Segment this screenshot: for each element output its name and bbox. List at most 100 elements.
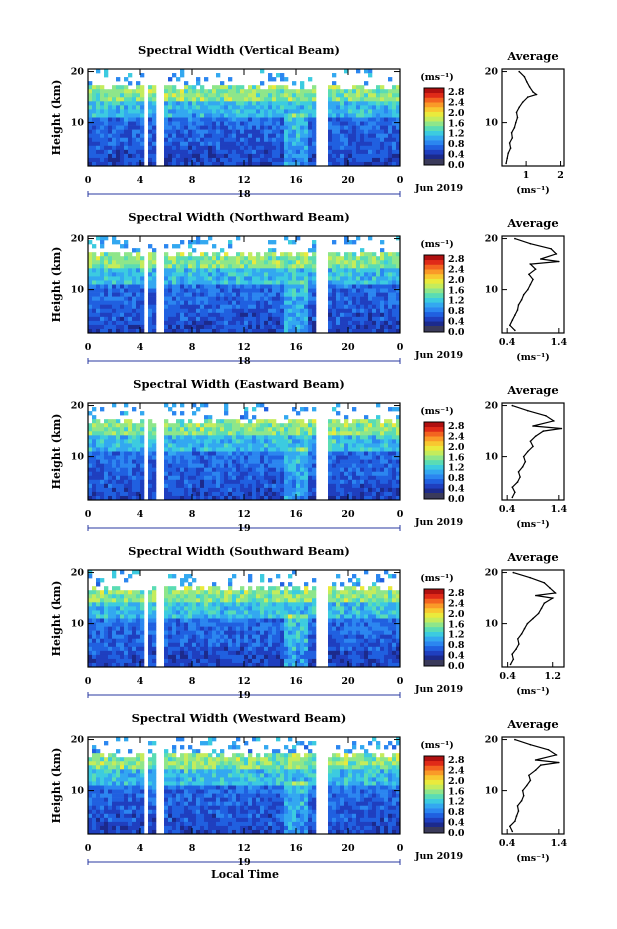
- heatmap-cell: [376, 328, 381, 334]
- heatmap-cell: [384, 133, 389, 139]
- heatmap-cell: [104, 419, 109, 424]
- heatmap-cell: [280, 113, 285, 118]
- average-profile-point: [532, 445, 534, 448]
- heatmap-cell: [236, 312, 241, 318]
- heatmap-cell: [292, 149, 297, 155]
- heatmap-cell: [192, 435, 197, 440]
- heatmap-cell: [104, 427, 109, 432]
- heatmap-cell: [192, 121, 197, 126]
- heatmap-cell: [256, 467, 261, 473]
- heatmap-cell: [112, 256, 117, 261]
- colorbar-segment: [424, 450, 444, 456]
- heatmap-cell: [304, 125, 309, 130]
- average-profile-point: [528, 86, 531, 88]
- heatmap-cell: [380, 272, 385, 277]
- heatmap-cell: [96, 109, 101, 114]
- heatmap-cell: [132, 101, 137, 106]
- heatmap-cell: [268, 439, 273, 444]
- heatmap-cell: [100, 304, 105, 310]
- heatmap-cell: [228, 308, 233, 314]
- heatmap-cell: [352, 308, 357, 314]
- heatmap-cell: [228, 328, 233, 334]
- heatmap-cell: [124, 284, 129, 289]
- heatmap-cell: [96, 93, 101, 98]
- heatmap-cell: [284, 276, 289, 281]
- heatmap-cell: [216, 109, 221, 114]
- heatmap-cell: [276, 296, 281, 301]
- heatmap-cell: [240, 109, 245, 114]
- heatmap-cell: [124, 109, 129, 114]
- heatmap-cell: [344, 161, 349, 167]
- heatmap-cell: [380, 149, 385, 155]
- heatmap-cell: [276, 121, 281, 126]
- heatmap-cell: [388, 288, 393, 293]
- heatmap-cell: [300, 133, 305, 139]
- heatmap-cell: [308, 276, 313, 281]
- heatmap-cell: [356, 133, 361, 139]
- heatmap-cell: [204, 284, 209, 289]
- heatmap-cell: [244, 407, 249, 412]
- heatmap-cell: [260, 89, 265, 94]
- heatmap-cell: [344, 435, 349, 440]
- heatmap-cell: [200, 491, 205, 497]
- heatmap-cell: [292, 256, 297, 261]
- heatmap-cell: [376, 471, 381, 477]
- heatmap-cell: [184, 296, 189, 301]
- heatmap-cell: [112, 614, 117, 619]
- heatmap-cell: [100, 260, 105, 265]
- heatmap-cell: [348, 463, 353, 468]
- heatmap-cell: [152, 85, 157, 90]
- heatmap-cell: [116, 252, 121, 257]
- heatmap-cell: [212, 276, 217, 281]
- heatmap-cell: [100, 658, 105, 664]
- heatmap-cell: [168, 443, 173, 448]
- heatmap-cell: [364, 105, 369, 110]
- heatmap-cell: [368, 284, 373, 289]
- heatmap-cell: [104, 320, 109, 326]
- heatmap-cell: [212, 288, 217, 293]
- heatmap-cell: [184, 109, 189, 114]
- heatmap-cell: [288, 495, 293, 501]
- heatmap-cell: [256, 85, 261, 90]
- heatmap-cell: [364, 157, 369, 163]
- heatmap-cell: [196, 491, 201, 497]
- heatmap-cell: [232, 161, 237, 167]
- heatmap-cell: [332, 459, 337, 464]
- heatmap-cell: [88, 431, 93, 436]
- heatmap-cell: [180, 296, 185, 301]
- heatmap-cell: [168, 272, 173, 277]
- heatmap-cell: [344, 264, 349, 269]
- heatmap-cell: [208, 483, 213, 489]
- heatmap-cell: [264, 316, 269, 322]
- heatmap-cell: [364, 141, 369, 147]
- heatmap-cell: [140, 654, 145, 660]
- heatmap-cell: [356, 300, 361, 306]
- heatmap-cell: [92, 89, 97, 94]
- y-axis-label: Height (km): [50, 247, 63, 323]
- heatmap-cell: [264, 491, 269, 497]
- heatmap-cell: [200, 431, 205, 436]
- heatmap-cell: [280, 161, 285, 167]
- heatmap-cell: [272, 121, 277, 126]
- heatmap-cell: [276, 483, 281, 489]
- heatmap-cell: [340, 272, 345, 277]
- heatmap-cell: [296, 447, 301, 452]
- heatmap-cell: [132, 312, 137, 318]
- heatmap-cell: [124, 435, 129, 440]
- heatmap-cell: [304, 459, 309, 464]
- heatmap-cell: [308, 491, 313, 497]
- heatmap-cell: [100, 292, 105, 297]
- heatmap-cell: [168, 300, 173, 306]
- heatmap-cell: [372, 133, 377, 139]
- heatmap-cell: [268, 467, 273, 473]
- heatmap-cell: [312, 288, 317, 293]
- heatmap-cell: [148, 455, 153, 460]
- heatmap-cell: [268, 141, 273, 147]
- heatmap-cell: [344, 137, 349, 143]
- heatmap-cell: [332, 117, 337, 122]
- heatmap-cell: [256, 252, 261, 257]
- heatmap-cell: [108, 292, 113, 297]
- colorbar-tick-label: 2.8: [448, 87, 465, 98]
- heatmap-cell: [392, 479, 397, 485]
- heatmap-cell: [108, 431, 113, 436]
